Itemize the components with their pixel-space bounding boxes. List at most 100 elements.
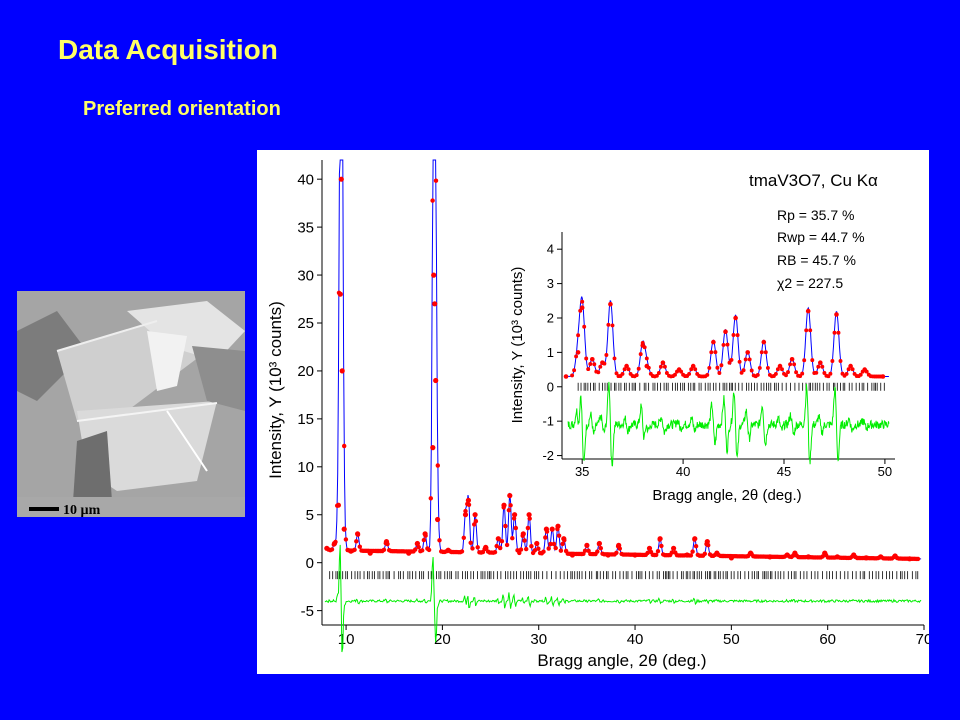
main-observed-point [614, 550, 619, 556]
main-observed-point [466, 502, 472, 508]
main-observed-point [507, 493, 513, 499]
main-observed-point [470, 546, 475, 551]
main-observed-point [385, 541, 390, 547]
main-observed-point [501, 505, 506, 510]
main-observed-point [659, 543, 664, 549]
inset-observed-point [761, 340, 766, 345]
sem-micrograph-image [17, 291, 245, 517]
inset-x-tick-label: 40 [676, 464, 690, 479]
main-observed-point [421, 537, 427, 543]
inset-observed-point [832, 330, 837, 335]
inset-observed-point [590, 357, 595, 362]
inset-observed-point [858, 372, 863, 377]
inset-x-tick-label: 35 [575, 464, 589, 479]
main-y-axis-title: Intensity, Y (10³ counts) [266, 301, 285, 479]
inset-observed-point [790, 357, 795, 362]
inset-observed-point [747, 357, 752, 362]
main-observed-point [669, 550, 675, 555]
main-y-tick-label: 40 [297, 171, 314, 188]
main-x-axis-title: Bragg angle, 2θ (deg.) [537, 651, 706, 670]
main-x-tick-label: 50 [723, 631, 740, 648]
inset-observed-point [828, 371, 833, 376]
inset-observed-point [719, 363, 724, 368]
compound-annotation: tmaV3O7, Cu Kα [749, 171, 878, 190]
main-x-tick-label: 70 [916, 631, 929, 648]
inset-observed-point [624, 364, 629, 369]
inset-observed-point [588, 362, 593, 366]
main-observed-point [692, 537, 697, 542]
main-observed-point [523, 546, 529, 552]
main-observed-point [595, 549, 600, 554]
main-observed-point [336, 290, 342, 296]
main-observed-point [437, 538, 442, 543]
inset-observed-point [727, 360, 732, 365]
inset-observed-point [689, 367, 694, 372]
main-observed-point [430, 198, 435, 203]
inset-observed-point [580, 299, 585, 304]
main-observed-point [582, 548, 588, 553]
main-y-tick-label: 20 [297, 363, 314, 380]
inset-observed-point [715, 365, 720, 370]
inset-observed-point [707, 365, 712, 370]
inset-observed-point [579, 305, 585, 310]
main-observed-point [553, 545, 558, 551]
inset-observed-point [570, 373, 575, 378]
inset-observed-point [705, 372, 710, 377]
inset-observed-point [658, 364, 663, 369]
inset-observed-point [816, 364, 821, 369]
main-observed-point [543, 535, 548, 540]
inset-observed-point [806, 309, 811, 314]
inset-observed-point [610, 323, 615, 328]
inset-observed-point [792, 362, 797, 367]
inset-observed-point [664, 371, 669, 375]
inset-observed-point [723, 329, 728, 334]
main-observed-point [468, 540, 473, 546]
main-observed-point [655, 548, 661, 554]
inset-observed-point [711, 340, 716, 345]
main-observed-point [598, 545, 604, 551]
stat-chi2: χ2 = 227.5 [777, 275, 843, 291]
inset-observed-point [788, 362, 793, 367]
main-x-tick-label: 40 [627, 631, 644, 648]
inset-observed-point [765, 365, 770, 370]
main-observed-point [690, 549, 695, 554]
inset-observed-point [800, 371, 805, 376]
inset-observed-point [673, 372, 677, 377]
inset-observed-point [574, 354, 579, 359]
main-observed-point [506, 507, 512, 513]
inset-observed-point [775, 367, 780, 372]
main-observed-point [512, 512, 518, 518]
inset-observed-point [759, 350, 764, 355]
inset-y-tick-label: 3 [547, 276, 554, 291]
main-observed-point [341, 526, 347, 532]
main-y-tick-label: 35 [297, 219, 314, 236]
main-y-tick-label: 15 [297, 411, 314, 428]
inset-observed-point [563, 374, 569, 379]
main-observed-point [338, 176, 344, 182]
inset-observed-point [846, 367, 851, 372]
inset-observed-point [733, 316, 738, 320]
inset-observed-point [626, 367, 631, 372]
main-observed-point [657, 537, 662, 542]
inset-observed-point [763, 350, 768, 355]
inset-observed-point [634, 373, 639, 378]
inset-observed-point [656, 371, 661, 375]
main-observed-point [433, 377, 439, 384]
main-observed-point [428, 496, 434, 501]
main-observed-point [484, 545, 489, 551]
inset-observed-point [654, 373, 659, 378]
inset-observed-point [679, 369, 684, 374]
inset-x-axis-title: Bragg angle, 2θ (deg.) [652, 487, 801, 504]
main-observed-point [555, 526, 560, 532]
main-observed-point [541, 549, 546, 554]
main-observed-point [462, 512, 469, 518]
slide-subtitle: Preferred orientation [83, 98, 281, 120]
inset-observed-point [836, 330, 841, 335]
main-observed-point [526, 512, 532, 518]
main-observed-point [430, 445, 436, 451]
inset-observed-point [584, 356, 589, 361]
main-observed-point [645, 550, 650, 556]
main-observed-point [549, 526, 555, 532]
inset-observed-point [578, 308, 583, 313]
inset-observed-point [713, 350, 718, 355]
